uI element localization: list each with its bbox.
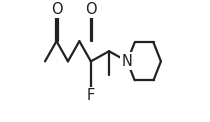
Text: N: N xyxy=(122,54,133,69)
Text: O: O xyxy=(85,2,97,17)
Text: F: F xyxy=(87,88,95,103)
Text: O: O xyxy=(51,2,62,17)
